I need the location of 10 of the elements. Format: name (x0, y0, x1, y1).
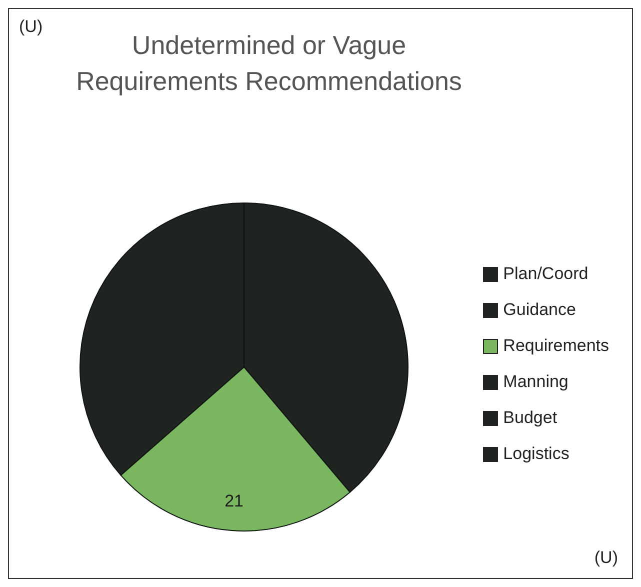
data-label: 21 (224, 492, 244, 511)
legend-label: Logistics (503, 443, 570, 465)
legend-label: Budget (503, 407, 558, 429)
legend-label: Requirements (503, 335, 609, 357)
chart-title: Undetermined or Vague Requirements Recommendations (75, 29, 463, 98)
legend-label: Manning (503, 371, 568, 393)
legend-label: Plan/Coord (503, 263, 588, 285)
legend-label: Guidance (503, 299, 576, 321)
text: (U) (19, 17, 43, 37)
text: (U) (594, 548, 618, 568)
